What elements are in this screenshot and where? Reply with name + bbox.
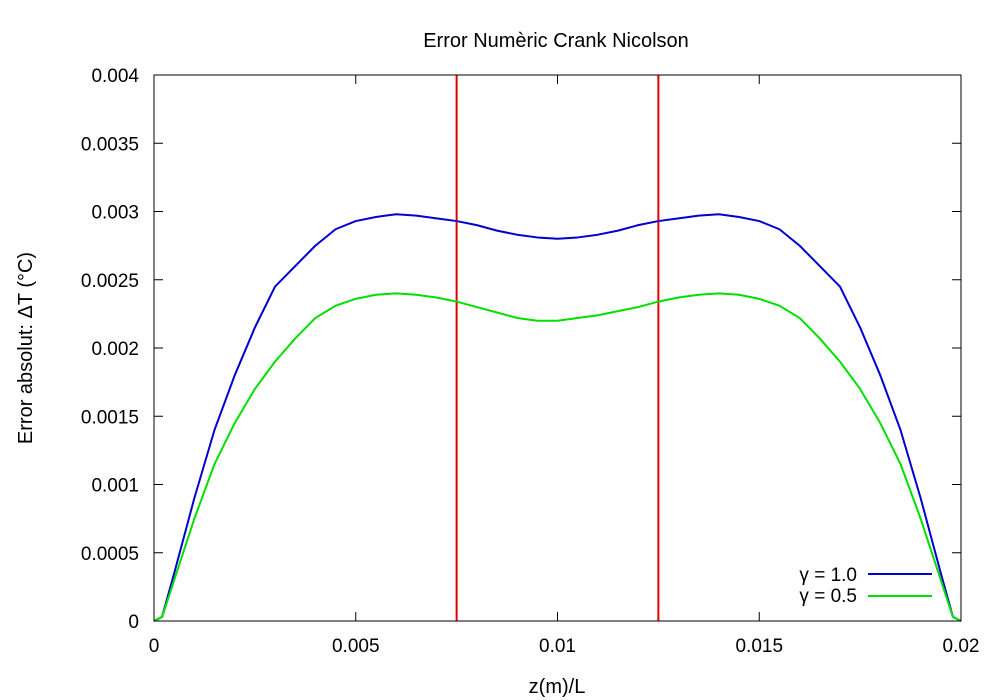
x-axis-label: z(m)/L <box>529 676 586 698</box>
y-tick-label: 0.0005 <box>81 544 139 565</box>
series-line-gamma-1 <box>153 213 962 622</box>
series-lines <box>153 213 962 622</box>
y-tick-label: 0.0015 <box>81 407 139 428</box>
y-tick-label: 0.004 <box>91 66 139 87</box>
plot-frame <box>153 74 962 622</box>
legend-label-gamma-0-5: γ = 0.5 <box>799 586 857 607</box>
y-tick-label: 0 <box>128 612 139 633</box>
y-tick-label: 0.0025 <box>81 271 139 292</box>
y-tick-label: 0.003 <box>91 203 139 224</box>
x-tick-label: 0 <box>149 636 160 657</box>
series-line-gamma-0-5 <box>153 292 962 622</box>
axis-ticks: 0 0.005 0.01 0.015 0.02 0 0.0005 0.001 0.0015 0.0… <box>81 66 980 657</box>
y-tick-label: 0.0035 <box>81 134 139 155</box>
x-tick-label: 0.005 <box>332 636 380 657</box>
x-tick-label: 0.015 <box>735 636 783 657</box>
plot-area <box>455 75 660 621</box>
y-tick-label: 0.002 <box>91 339 139 360</box>
chart-title: Error Numèric Crank Nicolson <box>423 30 689 52</box>
x-tick-label: 0.01 <box>539 636 576 657</box>
legend-label-gamma-1: γ = 1.0 <box>799 565 857 586</box>
y-axis-label: Error absolut: ΔT (°C) <box>15 252 37 444</box>
y-tick-label: 0.001 <box>91 476 139 497</box>
legend: γ = 1.0 γ = 0.5 <box>799 565 932 607</box>
x-tick-label: 0.02 <box>943 636 980 657</box>
